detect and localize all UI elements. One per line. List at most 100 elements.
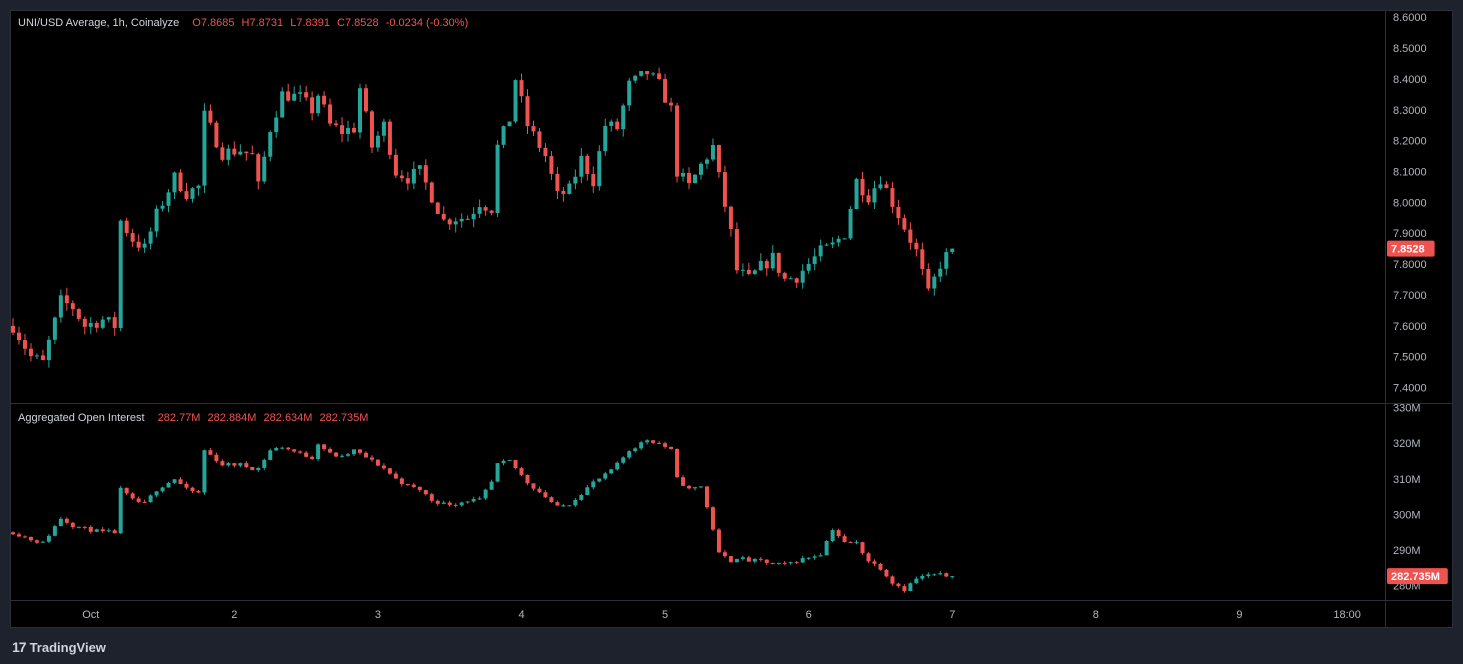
price-candle-body [34, 355, 39, 357]
price-candle-body [471, 213, 476, 220]
oi-candle-body [238, 463, 243, 466]
price-candle-body [549, 156, 554, 174]
price-candle-body [118, 220, 123, 328]
price-candle-body [268, 132, 273, 157]
price-candle-body [872, 188, 877, 203]
oi-candle-body [716, 529, 721, 553]
change-value: -0.0234 (-0.30%) [385, 17, 469, 29]
oi-candle-body [322, 444, 327, 449]
oi-candle-body [136, 498, 141, 502]
oi-candle-body [734, 558, 739, 563]
x-tick-label-8: 9 [1236, 609, 1242, 621]
oi-candle-body [830, 530, 835, 542]
price-last-value-label: 7.8528 [1391, 244, 1425, 256]
tradingview-branding[interactable]: 17 TradingView [12, 639, 106, 655]
grid [11, 11, 1453, 627]
x-tick-label-7: 8 [1093, 609, 1099, 621]
oi-candle-body [160, 487, 165, 492]
oi-legend: Aggregated Open Interest 282.77M 282.884… [18, 412, 368, 424]
oi-candle-body [501, 460, 506, 464]
price-candle-body [704, 159, 709, 164]
symbol-label[interactable]: UNI/USD Average, 1h, Coinalyze [18, 17, 180, 29]
oi-ytick-label-0: 330M [1393, 403, 1421, 415]
price-candle-body [363, 88, 368, 112]
oi-candle-body [118, 487, 123, 534]
oi-candle-body [328, 448, 333, 453]
oi-candle-body [411, 484, 416, 487]
price-candle-body [142, 243, 147, 248]
oi-candle-body [782, 562, 787, 564]
price-candle-body [734, 229, 739, 271]
oi-candle-body [262, 459, 267, 468]
price-candle-body [681, 172, 686, 177]
oi-candle-body [848, 541, 853, 543]
price-candle-body [94, 322, 99, 328]
oi-candle-body [465, 501, 470, 503]
price-candle-body [154, 208, 159, 232]
price-candle-body [423, 165, 428, 183]
price-candle-body [603, 125, 608, 152]
price-candle-body [938, 268, 943, 277]
oi-candle-body [244, 463, 249, 467]
price-candle-body [920, 249, 925, 269]
oi-candle-body [675, 448, 680, 478]
oi-candle-body [890, 576, 895, 584]
price-candle-body [172, 172, 177, 193]
oi-candles [11, 439, 955, 593]
oi-candle-body [878, 563, 883, 570]
oi-candle-body [214, 454, 219, 462]
oi-candle-body [740, 557, 745, 559]
oi-candle-body [746, 557, 751, 562]
oi-candle-body [585, 487, 590, 495]
oi-candle-body [447, 502, 452, 505]
oi-candle-body [495, 463, 500, 482]
price-candle-body [477, 207, 482, 214]
price-ytick-label-6: 8.0000 [1393, 197, 1427, 209]
price-candle-body [878, 184, 883, 189]
oi-candle-body [854, 542, 859, 544]
price-candle-body [615, 121, 620, 130]
price-candle-body [106, 317, 111, 320]
oi-candle-body [537, 488, 542, 493]
price-candle-body [184, 191, 189, 199]
price-candle-body [375, 135, 380, 148]
price-candle-body [591, 173, 596, 187]
oi-ytick-label-2: 310M [1393, 474, 1421, 486]
price-candle-body [178, 172, 183, 192]
price-candle-body [555, 173, 560, 191]
price-candle-body [519, 80, 524, 97]
oi-candle-body [363, 452, 368, 458]
oi-candle-body [340, 455, 345, 457]
chart-frame[interactable] [10, 10, 1453, 628]
price-candle-body [441, 213, 446, 220]
oi-candle-body [525, 474, 530, 484]
price-candle-body [52, 317, 57, 340]
price-candle-body [453, 221, 458, 225]
oi-candle-body [82, 526, 87, 528]
price-candle-body [381, 121, 386, 136]
oi-candle-body [76, 526, 81, 528]
oi-candle-body [884, 569, 889, 577]
price-candle-body [112, 317, 117, 328]
oi-candle-body [926, 574, 931, 576]
price-candle-body [399, 175, 404, 179]
oi-candle-body [872, 561, 877, 564]
oi-candle-body [166, 482, 171, 488]
oi-open-value: 282.77M [157, 412, 201, 424]
oi-candle-body [130, 493, 135, 499]
price-candle-body [645, 71, 650, 75]
oi-candle-body [268, 450, 273, 460]
price-candle-body [417, 165, 422, 169]
price-candle-body [274, 117, 279, 133]
oi-candle-body [824, 541, 829, 556]
price-candle-body [800, 270, 805, 283]
price-candle-body [543, 147, 548, 157]
oi-candle-body [615, 462, 620, 470]
price-candle-body [411, 168, 416, 184]
price-candle-body [214, 122, 219, 148]
x-tick-label-4: 5 [662, 609, 668, 621]
oi-candle-body [651, 440, 656, 443]
oi-label[interactable]: Aggregated Open Interest [18, 412, 145, 424]
price-ytick-label-8: 7.8000 [1393, 259, 1427, 271]
